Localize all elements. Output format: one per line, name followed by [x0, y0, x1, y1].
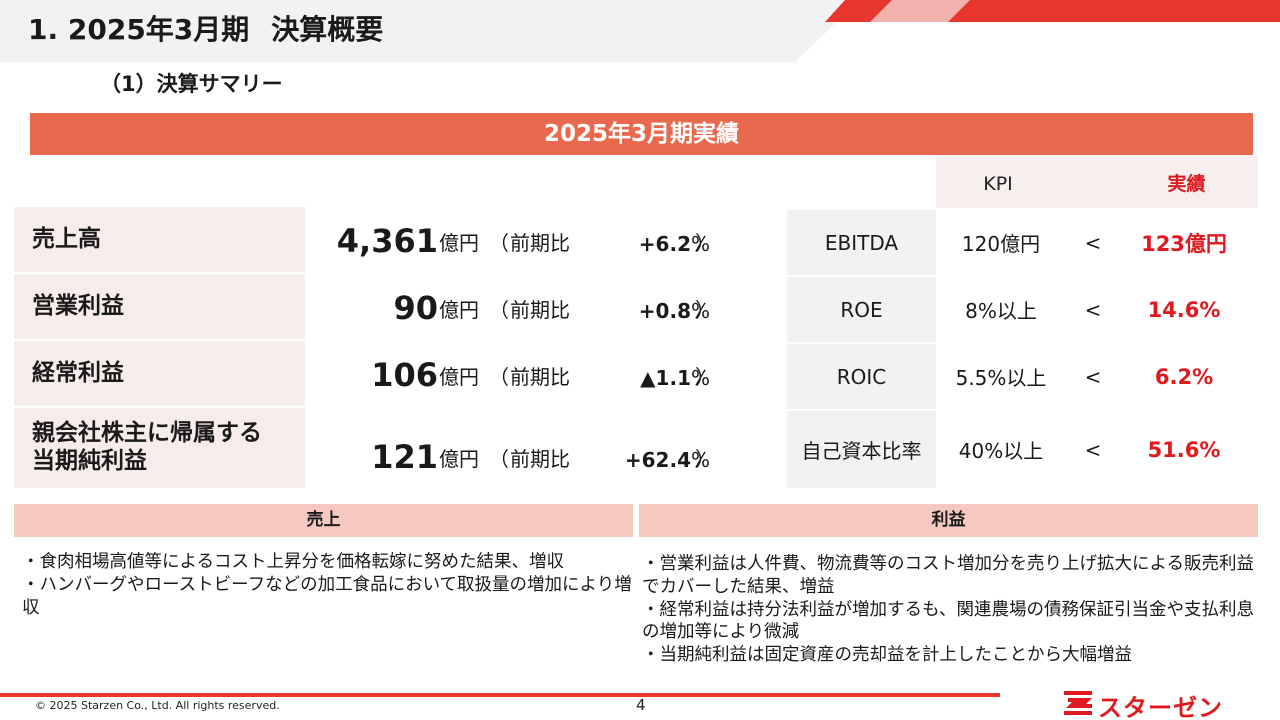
sales-section-heading: 売上 [14, 504, 633, 537]
metric-value: 121 [371, 438, 438, 476]
actual-column-header: 実績 [1060, 155, 1258, 208]
logo-text: スターゼン [1098, 694, 1223, 720]
kpi-comparator: < [1084, 230, 1102, 255]
metric-row-sales: 売上高 4,361 億円 （ 前期比 +6.2% ） [14, 207, 778, 272]
metric-value-cell: 4,361 億円 （ 前期比 +6.2% ） [305, 207, 778, 272]
change-value: +62.4% [624, 448, 710, 472]
compare-label: 前期比 [510, 447, 570, 471]
logo-mark-icon [1064, 691, 1092, 715]
profit-notes: ・営業利益は人件費、物流費等のコスト増加分を売り上げ拡大による販売利益でカバーし… [642, 553, 1254, 667]
change-value: ▲1.1% [640, 366, 710, 390]
kpi-name: ROIC [787, 344, 936, 409]
change-value: +0.8% [638, 299, 710, 323]
close-paren: ） [695, 231, 715, 255]
kpi-row-equity-ratio: 自己資本比率 40%以上 < 51.6% [787, 411, 1258, 488]
compare-label: 前期比 [510, 298, 570, 322]
section-subtitle: （1）決算サマリー [100, 72, 283, 96]
metric-label: 営業利益 [14, 274, 305, 339]
kpi-target: 120億円 [961, 232, 1041, 256]
change-value: +6.2% [638, 232, 710, 256]
metric-unit: 億円 [439, 365, 479, 389]
kpi-comparator: < [1084, 437, 1102, 462]
open-paren: （ [489, 298, 509, 322]
metric-row-operating-profit: 営業利益 90 億円 （ 前期比 +0.8% ） [14, 274, 778, 339]
kpi-name: ROE [787, 277, 936, 342]
kpi-row-ebitda: EBITDA 120億円 < 123億円 [787, 210, 1258, 275]
metric-row-net-income: 親会社株主に帰属する 当期純利益 121 億円 （ 前期比 +62.4% ） [14, 408, 778, 488]
kpi-actual: 6.2% [1154, 364, 1214, 389]
metric-unit: 億円 [439, 231, 479, 255]
sales-note: ・食肉相場高値等によるコスト上昇分を価格転嫁に努めた結果、増収 [22, 552, 564, 572]
profit-note: ・経常利益は持分法利益が増加するも、関連農場の債務保証引当金や支払利息の増加等に… [642, 599, 1254, 643]
kpi-column-header: KPI [936, 155, 1060, 208]
metric-value: 90 [393, 289, 438, 327]
metric-label: 親会社株主に帰属する 当期純利益 [14, 408, 305, 488]
open-paren: （ [489, 447, 509, 471]
compare-label: 前期比 [510, 365, 570, 389]
page-title: 1. 2025年3月期 決算概要 [28, 13, 384, 46]
kpi-target: 8%以上 [965, 299, 1037, 323]
close-paren: ） [695, 298, 715, 322]
header-decoration [795, 0, 1280, 62]
header-pink-stripe [870, 0, 970, 22]
open-paren: （ [489, 365, 509, 389]
metric-value: 106 [371, 356, 438, 394]
kpi-actual: 123億円 [1141, 231, 1227, 256]
close-paren: ） [695, 447, 715, 471]
metric-label: 経常利益 [14, 341, 305, 406]
sales-note: ・ハンバーグやローストビーフなどの加工食品において取扱量の増加により増収 [22, 575, 632, 618]
kpi-comparator: < [1084, 364, 1102, 389]
kpi-actual: 51.6% [1147, 437, 1221, 462]
metric-unit: 億円 [439, 447, 479, 471]
profit-section-heading: 利益 [639, 504, 1258, 537]
kpi-name: EBITDA [787, 210, 936, 275]
metric-value-cell: 106 億円 （ 前期比 ▲1.1% ） [305, 341, 778, 406]
profit-note: ・当期純利益は固定資産の売却益を計上したことから大幅増益 [642, 645, 1132, 666]
kpi-comparator: < [1084, 297, 1102, 322]
compare-label: 前期比 [510, 231, 570, 255]
kpi-row-roic: ROIC 5.5%以上 < 6.2% [787, 344, 1258, 409]
footer-bar [0, 693, 1000, 697]
metric-value: 4,361 [336, 222, 438, 260]
page-number: 4 [636, 696, 646, 714]
kpi-actual: 14.6% [1147, 297, 1221, 322]
kpi-target: 40%以上 [958, 439, 1044, 463]
metric-label: 売上高 [14, 207, 305, 272]
company-logo: スターゼン [1062, 688, 1228, 720]
open-paren: （ [489, 231, 509, 255]
close-paren: ） [695, 365, 715, 389]
metric-row-ordinary-profit: 経常利益 106 億円 （ 前期比 ▲1.1% ） [14, 341, 778, 406]
period-banner: 2025年3月期実績 [30, 113, 1253, 155]
profit-note: ・営業利益は人件費、物流費等のコスト増加分を売り上げ拡大による販売利益でカバーし… [642, 554, 1254, 597]
sales-notes: ・食肉相場高値等によるコスト上昇分を価格転嫁に努めた結果、増収 ・ハンバーグやロ… [22, 551, 632, 620]
kpi-name: 自己資本比率 [787, 411, 936, 488]
metric-value-cell: 90 億円 （ 前期比 +0.8% ） [305, 274, 778, 339]
copyright: © 2025 Starzen Co., Ltd. All rights rese… [35, 699, 280, 712]
kpi-target: 5.5%以上 [955, 366, 1047, 390]
metric-unit: 億円 [439, 298, 479, 322]
metric-value-cell: 121 億円 （ 前期比 +62.4% ） [305, 408, 778, 488]
kpi-row-roe: ROE 8%以上 < 14.6% [787, 277, 1258, 342]
